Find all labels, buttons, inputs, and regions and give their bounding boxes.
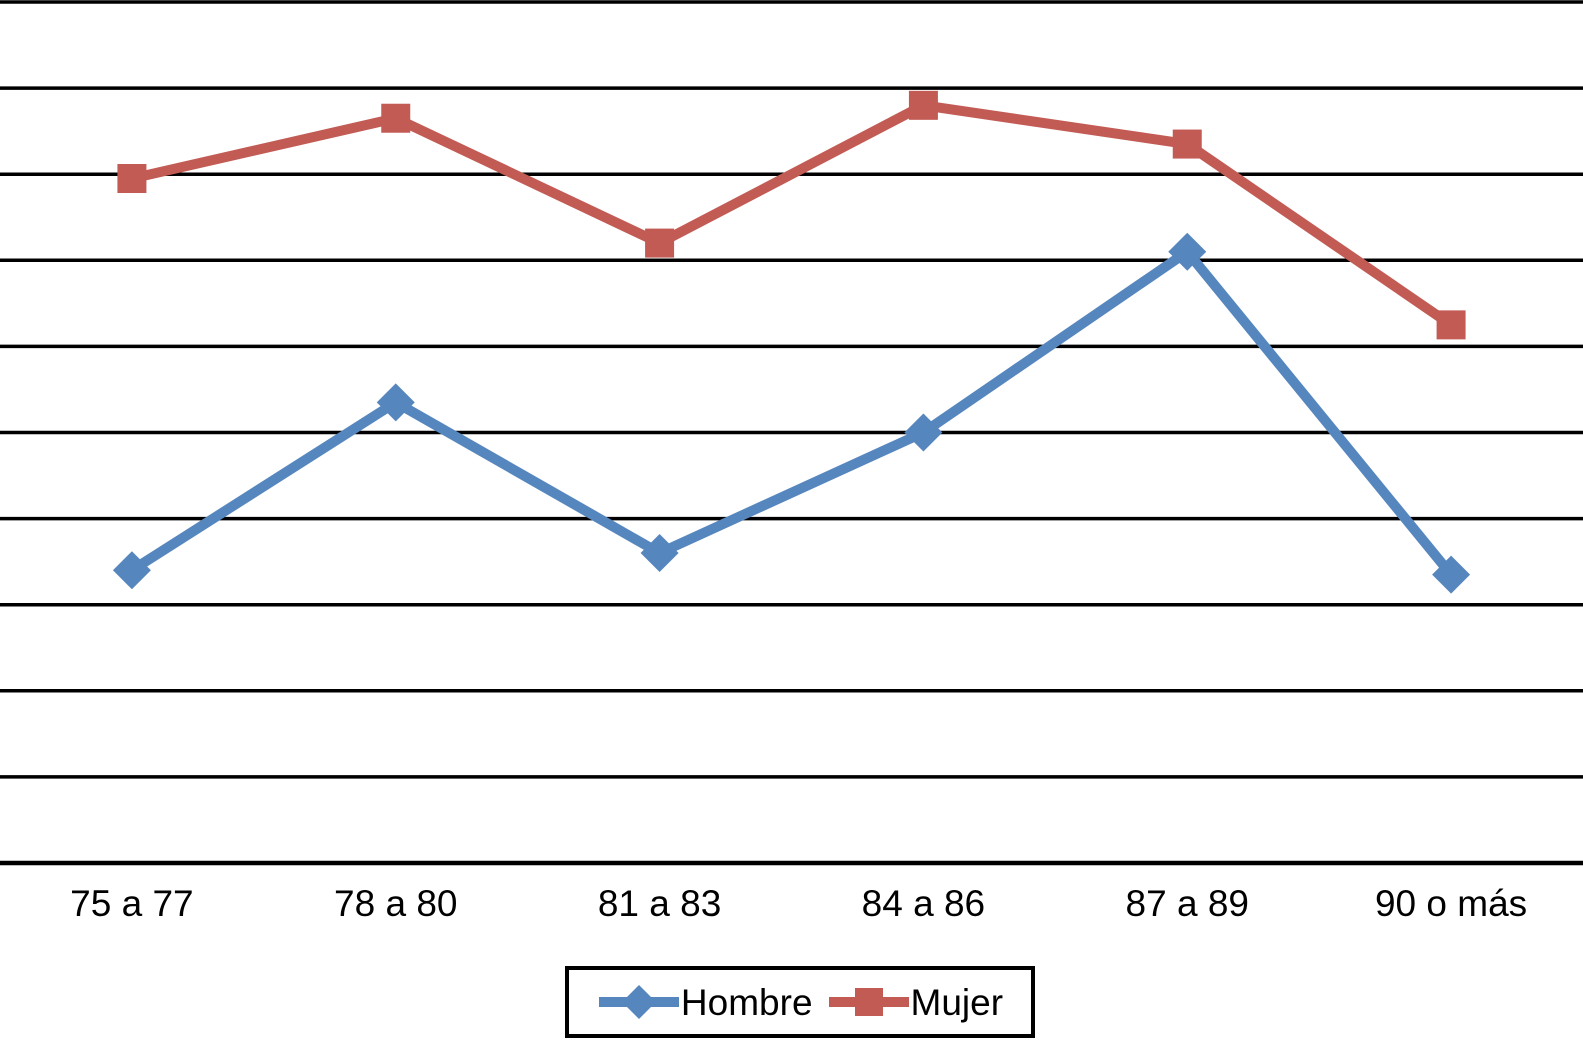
mujer-data-point-marker	[117, 164, 147, 194]
hombre-data-point-marker	[640, 534, 679, 573]
legend-label-mujer: Mujer	[910, 981, 1004, 1023]
hombre-line-diamond-marker-icon	[598, 985, 679, 1019]
mujer-data-point-marker	[1172, 129, 1202, 159]
x-axis-label: 75 a 77	[70, 883, 194, 924]
mujer-series-line	[130, 100, 1454, 329]
legend-item-hombre: Hombre	[597, 980, 813, 1024]
x-axis-label: 90 o más	[1374, 883, 1528, 924]
legend-sample-marker	[621, 985, 656, 1019]
hombre-data-point-marker	[1432, 555, 1471, 594]
legend: Hombre Mujer	[565, 966, 1035, 1038]
mujer-data-point-marker	[1436, 310, 1466, 340]
mujer-data-point-marker	[645, 228, 675, 258]
x-axis-label: 84 a 86	[861, 883, 986, 924]
legend-item-mujer: Mujer	[827, 980, 1004, 1024]
hombre-data-point-marker	[904, 413, 943, 452]
mujer-data-point-marker	[908, 90, 938, 120]
hombre-data-point-marker	[112, 551, 151, 590]
hombre-data-point-marker	[376, 383, 415, 422]
mujer-line-square-marker-icon	[828, 988, 909, 1016]
hombre-series-line	[129, 244, 1455, 578]
legend-label-hombre: Hombre	[680, 981, 813, 1023]
x-axis-label: 78 a 80	[334, 883, 458, 924]
hombre-data-point-marker	[1168, 232, 1207, 271]
x-axis-label: 81 a 83	[597, 883, 722, 924]
legend-sample-marker	[854, 988, 883, 1016]
line-chart-plot	[0, 0, 1583, 866]
mujer-data-point-marker	[381, 103, 411, 133]
x-axis-label: 87 a 89	[1125, 883, 1249, 924]
